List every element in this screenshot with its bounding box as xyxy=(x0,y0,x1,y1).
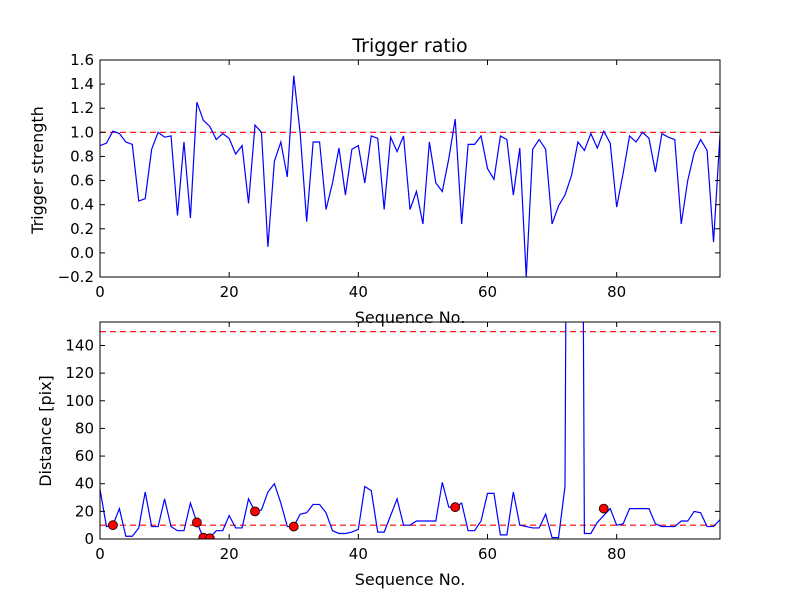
y-tick-label: 0 xyxy=(84,530,94,548)
data-point-marker xyxy=(250,506,260,517)
data-point-marker xyxy=(598,503,609,514)
y-tick-label: 120 xyxy=(65,364,94,382)
x-axis-label: Sequence No. xyxy=(355,570,466,589)
y-tick-label: −0.2 xyxy=(58,268,94,286)
x-tick-label: 0 xyxy=(95,283,105,301)
plot-area xyxy=(100,322,720,539)
plot-frame xyxy=(99,59,721,278)
trigger-ratio-panel: Trigger ratio Trigger strength Sequence … xyxy=(28,35,721,327)
chart-title: Trigger ratio xyxy=(351,35,467,57)
x-tick-label: 0 xyxy=(95,545,105,563)
plot-area xyxy=(100,75,720,277)
y-tick-label: 20 xyxy=(75,502,94,520)
y-tick-label: 0.4 xyxy=(70,196,94,214)
x-tick-label: 40 xyxy=(349,283,368,301)
y-tick-label: 1.0 xyxy=(70,123,94,141)
data-point-marker xyxy=(288,521,299,532)
data-point-marker xyxy=(108,520,118,531)
data-point-marker xyxy=(450,502,461,513)
data-point-marker xyxy=(191,517,202,528)
y-tick-label: 0.6 xyxy=(70,172,94,190)
y-tick-label: 1.4 xyxy=(70,75,94,93)
plot-frame xyxy=(99,321,721,540)
x-tick-label: 20 xyxy=(220,283,239,301)
x-tick-label: 80 xyxy=(607,545,626,563)
y-tick-label: 0.2 xyxy=(70,220,94,238)
y-axis-label: Distance [pix] xyxy=(36,375,55,487)
y-axis-label: Trigger strength xyxy=(28,106,47,235)
y-tick-label: 60 xyxy=(75,447,94,465)
y-tick-label: 0.8 xyxy=(70,147,94,165)
x-tick-label: 20 xyxy=(220,545,239,563)
data-point-marker xyxy=(204,533,215,539)
y-tick-label: 1.6 xyxy=(70,51,94,69)
y-tick-label: 100 xyxy=(65,392,94,410)
y-tick-label: 40 xyxy=(75,475,94,493)
x-tick-label: 80 xyxy=(607,283,626,301)
series-line xyxy=(100,75,720,277)
y-tick-label: 1.2 xyxy=(70,99,94,117)
y-tick-label: 140 xyxy=(65,336,94,354)
x-tick-label: 40 xyxy=(349,545,368,563)
x-axis-label: Sequence No. xyxy=(355,308,466,327)
x-tick-label: 60 xyxy=(478,545,497,563)
y-tick-label: 0.0 xyxy=(70,244,94,262)
y-tick-label: 80 xyxy=(75,419,94,437)
x-tick-label: 60 xyxy=(478,283,497,301)
distance-panel: Distance [pix] Sequence No. 0 20 40 60 80 0 20… xyxy=(36,321,721,589)
